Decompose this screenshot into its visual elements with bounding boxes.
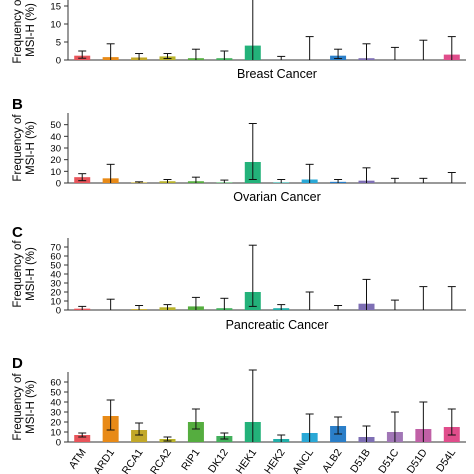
y-tick-label: 50 (50, 261, 61, 272)
y-axis-label-line: Frequency of (12, 373, 24, 441)
x-tick-label: RIP1 (179, 447, 202, 473)
y-tick-label: 60 (50, 252, 61, 263)
x-tick-label: DK12 (206, 447, 231, 474)
y-tick-label: 10 (50, 428, 61, 439)
y-tick-label: 0 (56, 56, 61, 67)
panel-title: Breast Cancer (237, 67, 317, 81)
y-tick-label: 70 (50, 243, 61, 254)
y-axis-label: Frequency ofMSI-H (%) (12, 240, 37, 308)
y-tick-label: 20 (50, 418, 61, 429)
y-tick-label: 40 (50, 398, 61, 409)
y-tick-label: 30 (50, 279, 61, 290)
y-axis-label-line: Frequency of (12, 114, 24, 182)
x-tick-label: ALB2 (320, 447, 345, 474)
y-tick-label: 0 (56, 438, 61, 449)
panel-letter: B (12, 96, 23, 113)
y-tick-label: 0 (56, 179, 61, 190)
panel-1: Frequency ofMSI-H (%) 0 5 10 15 Breast Cancer (12, 0, 466, 81)
bar-brip1 (187, 422, 204, 442)
panel-title: Ovarian Cancer (233, 190, 321, 204)
y-tick-label: 40 (50, 132, 61, 143)
x-tick-label: D51D (405, 447, 430, 474)
y-tick-label: 10 (50, 20, 61, 31)
x-tick-label: HEK1 (234, 447, 260, 474)
panel-letter: C (12, 224, 23, 241)
panel-title: Pancreatic Cancer (226, 318, 329, 332)
y-tick-label: 30 (50, 144, 61, 155)
y-tick-label: 20 (50, 155, 61, 166)
y-tick-label: 10 (50, 167, 61, 178)
x-tick-label: HEK2 (262, 447, 288, 474)
y-tick-label: 30 (50, 408, 61, 419)
bar-atm (74, 435, 91, 442)
x-tick-label: RCA1 (120, 447, 146, 474)
bar-brca1 (131, 430, 148, 442)
y-axis-label: Frequency ofMSI-H (%) (12, 0, 37, 64)
y-axis-label: Frequency ofMSI-H (%) (12, 114, 37, 182)
x-tick-label: ANCL (290, 447, 316, 474)
x-tick-label: ARD1 (91, 447, 117, 474)
y-tick-label: 40 (50, 270, 61, 281)
y-tick-label: 5 (56, 38, 61, 49)
panel-letter: D (12, 355, 23, 372)
y-tick-label: 50 (50, 388, 61, 399)
y-tick-label: 50 (50, 120, 61, 131)
x-tick-label: RCA2 (148, 447, 174, 474)
y-axis-label-line: MSI-H (%) (25, 247, 37, 301)
y-tick-label: 15 (50, 2, 61, 13)
x-tick-label: D51B (348, 447, 373, 474)
y-tick-label: 60 (50, 378, 61, 389)
y-tick-label: 0 (56, 306, 61, 317)
y-tick-label: 20 (50, 288, 61, 299)
x-tick-label: D54L (434, 447, 458, 474)
y-tick-label: 10 (50, 297, 61, 308)
y-axis-label-line: Frequency of (12, 0, 24, 64)
x-tick-label: D51C (376, 447, 401, 474)
y-axis-label: Frequency ofMSI-H (%) (12, 373, 37, 441)
y-axis-label-line: MSI-H (%) (25, 121, 37, 175)
y-axis-label-line: MSI-H (%) (25, 380, 37, 434)
y-axis-label-line: MSI-H (%) (25, 3, 37, 57)
x-tick-label: ATM (67, 447, 89, 471)
y-axis-label-line: Frequency of (12, 240, 24, 308)
